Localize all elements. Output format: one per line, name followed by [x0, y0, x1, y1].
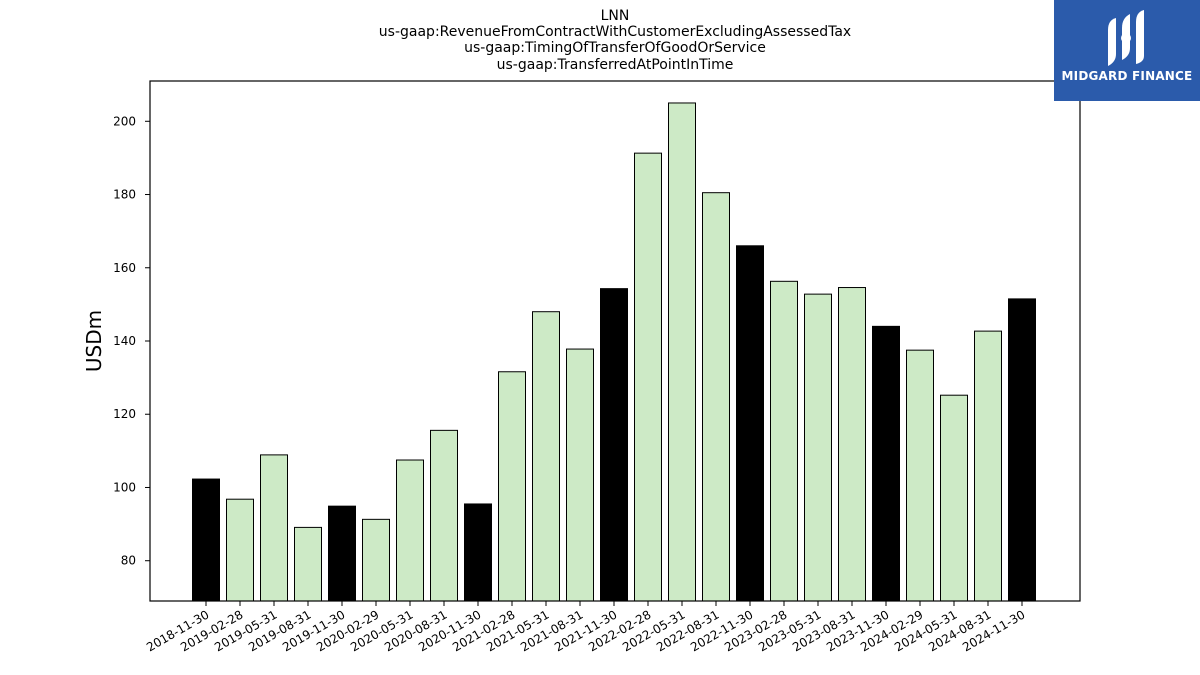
bar-2020-11-30: [464, 503, 492, 602]
bar-2023-08-31: [838, 287, 866, 602]
y-tick-label: 80: [121, 554, 136, 568]
bar-2020-02-29: [362, 518, 390, 602]
bar-2024-08-31: [974, 330, 1002, 602]
y-tick-label: 140: [113, 334, 136, 348]
bar-2024-11-30: [1008, 298, 1036, 602]
bar-2020-08-31: [430, 429, 458, 602]
bar-2021-02-28: [498, 371, 526, 602]
bar-2021-08-31: [566, 348, 594, 602]
title-line-3: us-gaap:TimingOfTransferOfGoodOrService: [464, 40, 766, 56]
y-tick-label: 200: [113, 114, 136, 128]
y-tick-label: 160: [113, 261, 136, 275]
bar-2023-11-30: [872, 325, 900, 602]
bar-2021-05-31: [532, 311, 560, 602]
bar-2024-02-29: [906, 349, 934, 602]
bar-2021-11-30: [600, 288, 628, 602]
logo-text: MIDGARD FINANCE: [1061, 69, 1193, 83]
chart-title: LNN us-gaap:RevenueFromContractWithCusto…: [379, 8, 851, 73]
y-tick-label: 100: [113, 480, 136, 494]
midgard-finance-logo: MIDGARD FINANCE: [1054, 0, 1200, 101]
title-line-2: us-gaap:RevenueFromContractWithCustomerE…: [379, 24, 851, 40]
plot-frame: [149, 80, 1081, 602]
y-axis-label: USDm: [82, 310, 106, 372]
title-line-4: us-gaap:TransferredAtPointInTime: [497, 57, 734, 73]
midgard-logo-icon: [1108, 10, 1144, 66]
bar-2022-02-28: [634, 152, 662, 602]
y-tick-label: 180: [113, 188, 136, 202]
bars-group: [192, 102, 1036, 602]
bar-2024-05-31: [940, 394, 968, 602]
bar-2022-05-31: [668, 102, 696, 602]
bar-2022-11-30: [736, 245, 764, 602]
x-axis: 2018-11-302019-02-282019-05-312019-08-31…: [144, 601, 1028, 654]
bar-2019-11-30: [328, 505, 356, 602]
bar-2019-02-28: [226, 498, 254, 602]
bar-2020-05-31: [396, 459, 424, 602]
y-axis: 80 100 120 140 160 180 200: [113, 114, 150, 568]
bar-2019-08-31: [294, 526, 322, 602]
bar-2023-02-28: [770, 280, 798, 602]
y-tick-label: 120: [113, 407, 136, 421]
bar-2018-11-30: [192, 478, 220, 602]
title-line-1: LNN: [601, 8, 630, 24]
bar-2022-08-31: [702, 192, 730, 602]
bar-2023-05-31: [804, 293, 832, 602]
bar-2019-05-31: [260, 454, 288, 602]
